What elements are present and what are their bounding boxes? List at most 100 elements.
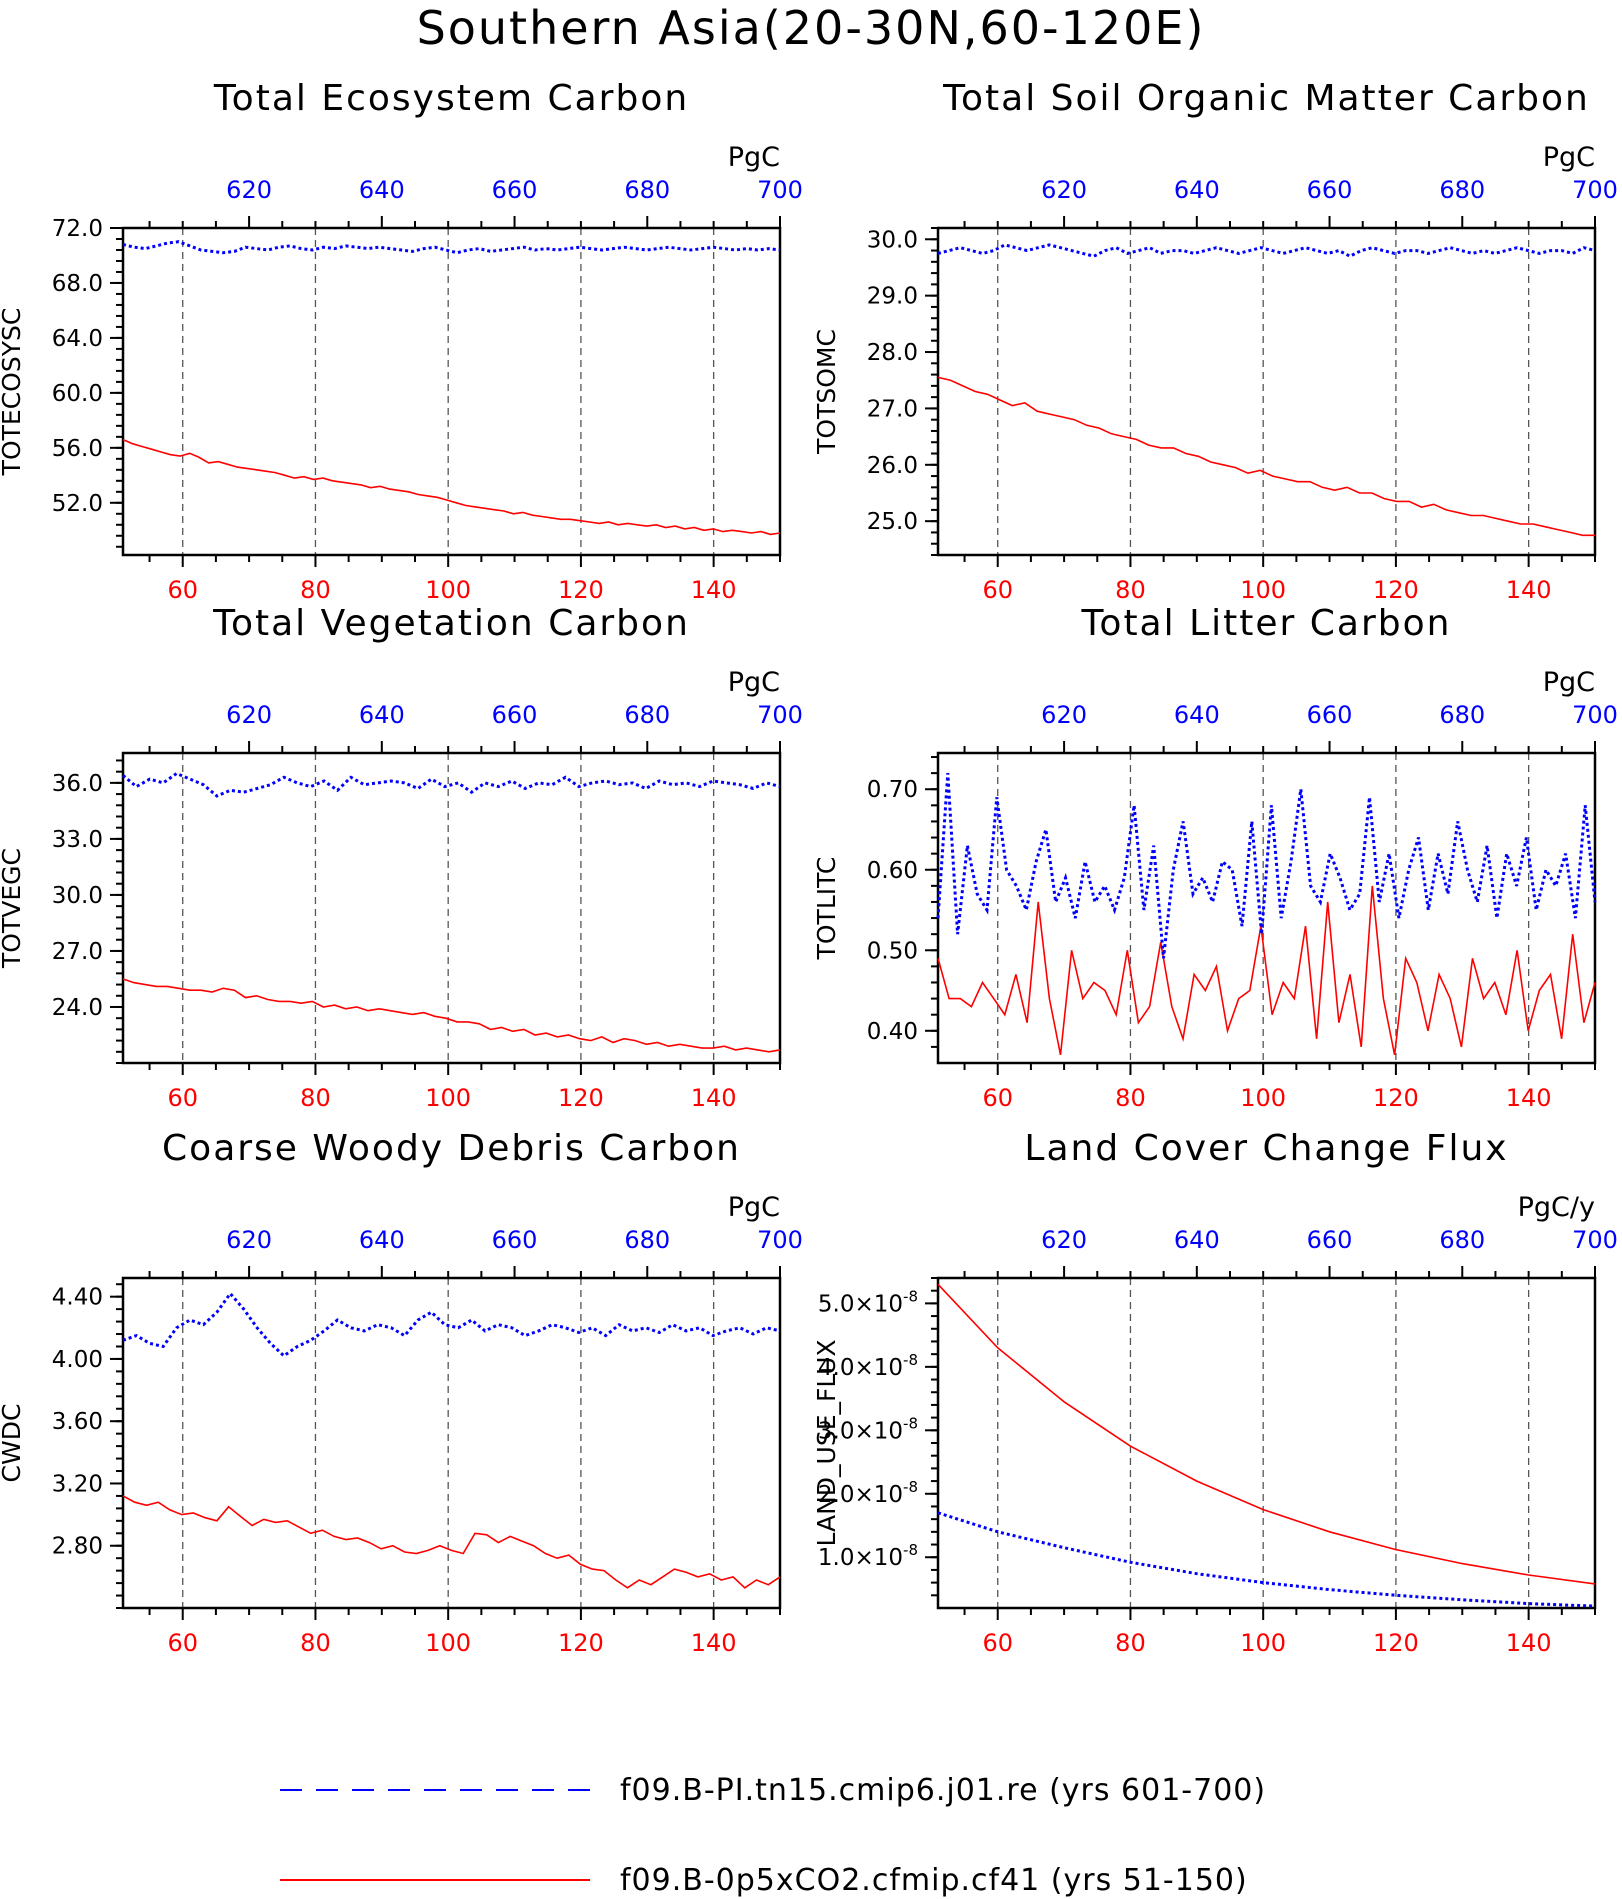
x2-tick-label: 680 — [624, 1226, 670, 1254]
x-tick-label: 100 — [1240, 1084, 1286, 1112]
y-tick-label: 3.60 — [52, 1409, 103, 1435]
x-tick-label: 100 — [425, 1629, 471, 1657]
x2-tick-label: 640 — [359, 1226, 405, 1254]
x2-tick-label: 620 — [226, 701, 272, 729]
y-tick-label: 24.0 — [52, 995, 103, 1021]
x2-tick-label: 660 — [492, 176, 538, 204]
panel-cwdc: Coarse Woody Debris Carbon PgC 60 80 100 120 1… — [0, 1128, 803, 1657]
panel-title: Total Soil Organic Matter Carbon — [942, 78, 1590, 119]
plot-frame — [936, 1276, 1597, 1610]
x-tick-label: 140 — [691, 1629, 737, 1657]
y-tick-label: 3.0×10-8 — [818, 1414, 918, 1444]
y-tick-label: 56.0 — [52, 436, 103, 462]
x2-tick-label: 680 — [624, 176, 670, 204]
x-tick-label: 100 — [425, 576, 471, 604]
x2-tick-label: 700 — [1572, 176, 1618, 204]
panel-title: Total Vegetation Carbon — [212, 603, 690, 644]
plot-frame — [936, 226, 1597, 557]
units-label: PgC — [1543, 667, 1595, 698]
x-tick-label: 60 — [982, 1084, 1013, 1112]
y-axis-label: LAND_USE_FLUX — [812, 1339, 841, 1546]
x2-tick-label: 700 — [1572, 1226, 1618, 1254]
y-tick-label: 28.0 — [867, 340, 918, 366]
figure-title: Southern Asia(20-30N,60-120E) — [417, 1, 1206, 55]
x-tick-label: 120 — [1373, 1629, 1419, 1657]
x-tick-label: 120 — [558, 1084, 604, 1112]
y-tick-label: 68.0 — [52, 271, 103, 297]
legend-label-experiment: f09.B-0p5xCO2.cfmip.cf41 (yrs 51-150) — [620, 1863, 1248, 1898]
series-line-control — [936, 772, 1597, 959]
y-tick-label: 30.0 — [52, 883, 103, 909]
y-tick-label: 4.00 — [52, 1347, 103, 1373]
x2-tick-label: 640 — [359, 701, 405, 729]
y-tick-label: 2.0×10-8 — [818, 1478, 918, 1508]
y-axis-label: CWDC — [0, 1404, 26, 1483]
y-tick-label: 4.0×10-8 — [818, 1351, 918, 1381]
x2-tick-label: 660 — [1307, 701, 1353, 729]
panel-title: Land Cover Change Flux — [1024, 1128, 1508, 1169]
panel-totsomc: Total Soil Organic Matter Carbon PgC 60 80 1… — [812, 78, 1618, 604]
series-line-experiment — [122, 978, 781, 1053]
x-tick-label: 120 — [558, 1629, 604, 1657]
x-tick-label: 80 — [300, 1629, 331, 1657]
x-tick-label: 100 — [1240, 576, 1286, 604]
x2-tick-label: 660 — [1307, 1226, 1353, 1254]
y-tick-label: 27.0 — [52, 939, 103, 965]
x2-tick-label: 700 — [1572, 701, 1618, 729]
x-tick-label: 60 — [167, 576, 198, 604]
y-tick-label: 0.40 — [867, 1019, 918, 1045]
series-line-experiment — [937, 376, 1595, 537]
series-line-control — [122, 1291, 781, 1358]
y-tick-label: 0.70 — [867, 777, 918, 803]
y-tick-label: 3.20 — [52, 1471, 103, 1497]
units-label: PgC — [1543, 142, 1595, 173]
x-tick-label: 60 — [167, 1629, 198, 1657]
x-tick-label: 100 — [1240, 1629, 1286, 1657]
x2-tick-label: 640 — [1174, 1226, 1220, 1254]
series-line-control — [937, 243, 1596, 258]
legend-label-control: f09.B-PI.tn15.cmip6.j01.re (yrs 601-700) — [620, 1773, 1266, 1808]
panel-totvegc: Total Vegetation Carbon PgC 60 80 100 120 140 6… — [0, 603, 803, 1112]
x2-tick-label: 660 — [1307, 176, 1353, 204]
panel-totlitc: Total Litter Carbon PgC 60 80 100 120 140 620 64… — [812, 603, 1618, 1112]
x-tick-label: 140 — [1506, 576, 1552, 604]
series-line-control — [122, 771, 781, 798]
x-tick-label: 140 — [691, 1084, 737, 1112]
x-tick-label: 140 — [691, 576, 737, 604]
y-tick-label: 30.0 — [867, 227, 918, 253]
x2-tick-label: 660 — [492, 701, 538, 729]
x-tick-label: 100 — [425, 1084, 471, 1112]
y-axis-label: TOTVEGC — [0, 848, 26, 969]
x-tick-label: 120 — [1373, 1084, 1419, 1112]
y-tick-label: 1.0×10-8 — [818, 1541, 918, 1571]
panel-title: Coarse Woody Debris Carbon — [162, 1128, 741, 1169]
y-axis-label: TOTLITC — [812, 857, 841, 961]
plot-frame — [121, 226, 782, 557]
x2-tick-label: 640 — [1174, 701, 1220, 729]
x2-tick-label: 680 — [1439, 701, 1485, 729]
y-tick-label: 25.0 — [867, 509, 918, 535]
y-tick-label: 36.0 — [52, 771, 103, 797]
x-tick-label: 60 — [167, 1084, 198, 1112]
panels: Total Ecosystem Carbon PgC 60 80 100 120 140 62… — [0, 78, 1618, 1657]
x2-tick-label: 620 — [226, 1226, 272, 1254]
x2-tick-label: 640 — [1174, 176, 1220, 204]
units-label: PgC — [728, 142, 780, 173]
y-tick-label: 52.0 — [52, 491, 103, 517]
y-axis-label: TOTSOMC — [812, 329, 841, 455]
y-tick-label: 60.0 — [52, 381, 103, 407]
y-tick-label: 29.0 — [867, 284, 918, 310]
plot-frame — [121, 1276, 782, 1610]
x-tick-label: 80 — [300, 1084, 331, 1112]
series-line-experiment — [122, 438, 781, 536]
series-line-experiment — [937, 885, 1596, 1056]
y-tick-label: 72.0 — [52, 216, 103, 242]
x2-tick-label: 680 — [1439, 1226, 1485, 1254]
x2-tick-label: 620 — [1041, 1226, 1087, 1254]
series-line-control — [937, 1511, 1596, 1608]
x-tick-label: 60 — [982, 576, 1013, 604]
x2-tick-label: 620 — [226, 176, 272, 204]
x-tick-label: 140 — [1506, 1084, 1552, 1112]
y-tick-label: 5.0×10-8 — [818, 1287, 918, 1317]
